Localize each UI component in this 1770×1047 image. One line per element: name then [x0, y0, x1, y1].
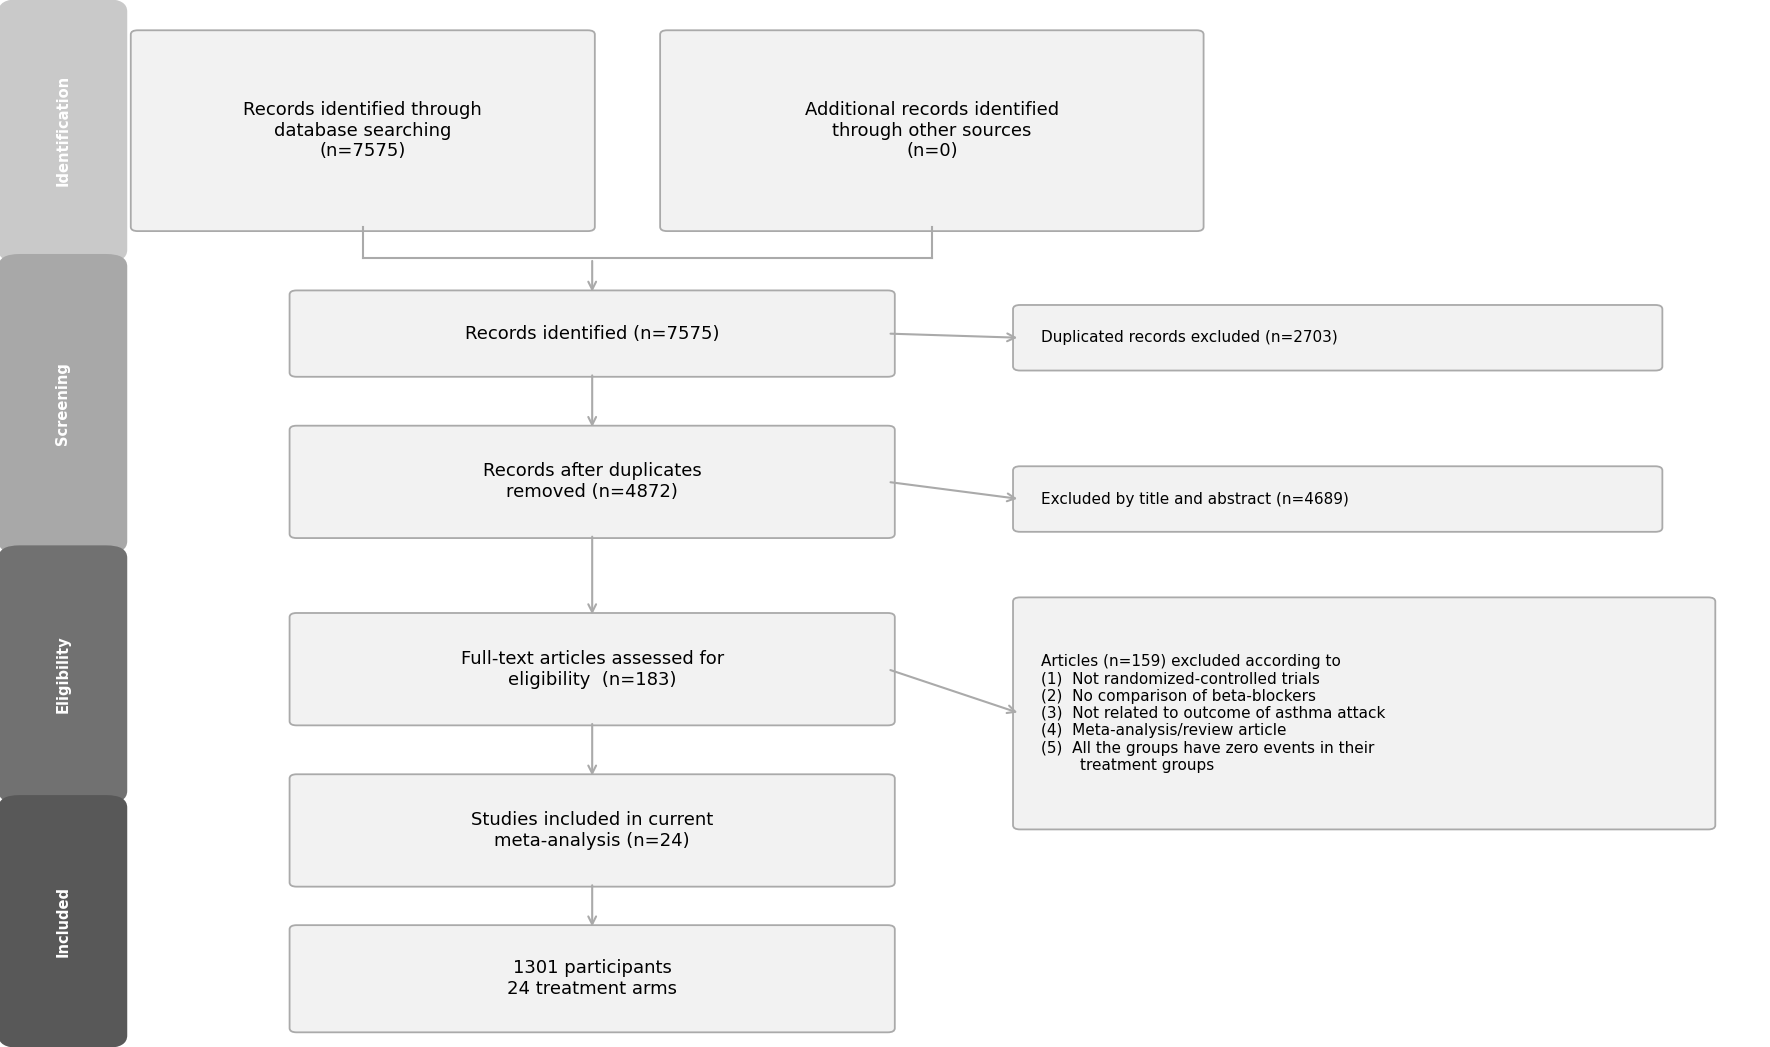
- Text: Additional records identified
through other sources
(n=0): Additional records identified through ot…: [805, 101, 1058, 160]
- Text: Identification: Identification: [55, 75, 71, 186]
- Text: Articles (n=159) excluded according to
(1)  Not randomized-controlled trials
(2): Articles (n=159) excluded according to (…: [1041, 653, 1386, 773]
- FancyBboxPatch shape: [0, 0, 127, 263]
- FancyBboxPatch shape: [0, 254, 127, 554]
- Text: Full-text articles assessed for
eligibility  (n=183): Full-text articles assessed for eligibil…: [460, 650, 724, 689]
- Text: 1301 participants
24 treatment arms: 1301 participants 24 treatment arms: [508, 959, 678, 998]
- FancyBboxPatch shape: [0, 795, 127, 1047]
- FancyBboxPatch shape: [290, 926, 896, 1032]
- FancyBboxPatch shape: [0, 545, 127, 803]
- Text: Included: Included: [55, 886, 71, 957]
- Text: Records identified (n=7575): Records identified (n=7575): [466, 325, 719, 342]
- Text: Excluded by title and abstract (n=4689): Excluded by title and abstract (n=4689): [1041, 491, 1349, 507]
- FancyBboxPatch shape: [290, 426, 896, 538]
- Text: Records after duplicates
removed (n=4872): Records after duplicates removed (n=4872…: [483, 463, 701, 502]
- FancyBboxPatch shape: [290, 290, 896, 377]
- FancyBboxPatch shape: [290, 775, 896, 887]
- FancyBboxPatch shape: [131, 30, 595, 231]
- FancyBboxPatch shape: [1012, 305, 1662, 371]
- Text: Eligibility: Eligibility: [55, 636, 71, 713]
- FancyBboxPatch shape: [660, 30, 1204, 231]
- FancyBboxPatch shape: [1012, 466, 1662, 532]
- Text: Records identified through
database searching
(n=7575): Records identified through database sear…: [244, 101, 481, 160]
- FancyBboxPatch shape: [1012, 598, 1715, 829]
- Text: Studies included in current
meta-analysis (n=24): Studies included in current meta-analysi…: [471, 811, 713, 850]
- Text: Screening: Screening: [55, 362, 71, 445]
- FancyBboxPatch shape: [290, 612, 896, 726]
- Text: Duplicated records excluded (n=2703): Duplicated records excluded (n=2703): [1041, 330, 1338, 346]
